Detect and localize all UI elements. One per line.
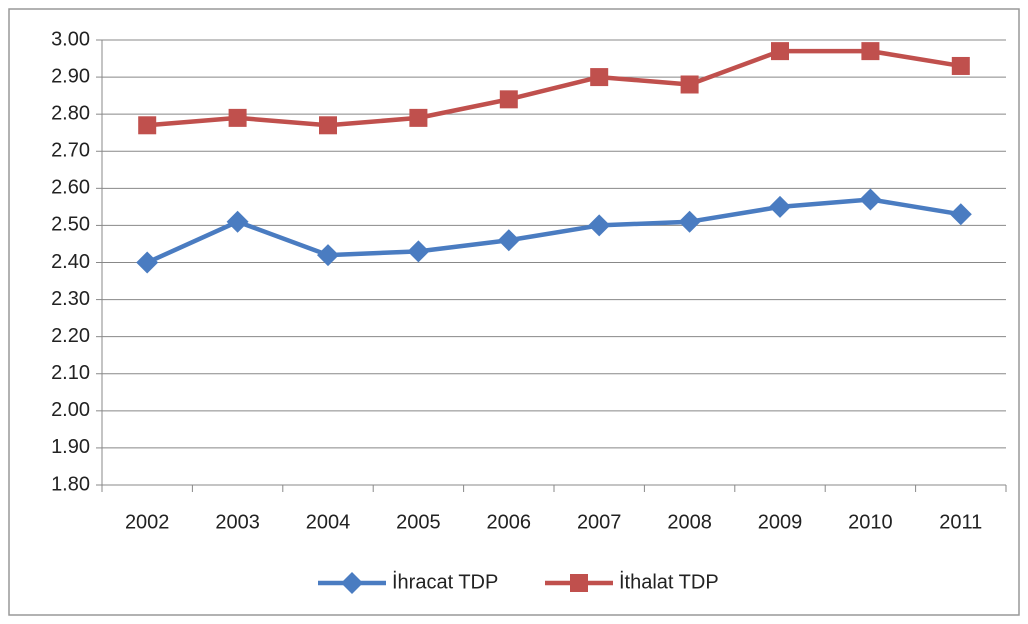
legend-label: İhracat TDP	[392, 570, 498, 593]
marker	[859, 188, 882, 211]
y-tick-label: 2.30	[51, 288, 90, 310]
series-line	[146, 197, 962, 265]
x-tick-label: 2003	[215, 511, 260, 533]
marker	[136, 251, 159, 274]
marker	[769, 195, 791, 218]
marker	[771, 42, 789, 61]
marker	[861, 42, 880, 61]
x-tick-label: 2006	[487, 511, 532, 533]
y-tick-label: 2.90	[51, 65, 90, 87]
y-tick-label: 2.50	[51, 214, 90, 236]
marker	[680, 75, 699, 94]
marker	[341, 572, 363, 594]
y-tick-label: 2.60	[51, 177, 90, 199]
marker	[226, 210, 249, 233]
x-tick-label: 2007	[577, 511, 622, 533]
marker	[409, 108, 428, 127]
x-tick-label: 2004	[306, 511, 351, 533]
x-tick-label: 2010	[848, 511, 893, 533]
y-tick-label: 1.80	[51, 473, 90, 495]
y-tick-label: 2.00	[51, 399, 90, 421]
x-tick-label: 2005	[396, 511, 441, 533]
y-tick-label: 2.40	[51, 251, 90, 273]
x-tick-label: 2009	[758, 511, 803, 533]
marker	[228, 108, 247, 127]
y-tick-label: 2.70	[51, 140, 90, 162]
marker	[499, 90, 518, 109]
marker	[678, 210, 701, 233]
marker	[319, 116, 337, 135]
marker	[138, 116, 157, 135]
legend-label: İthalat TDP	[619, 570, 719, 593]
y-tick-label: 2.20	[51, 325, 90, 347]
marker	[317, 244, 339, 267]
marker	[497, 229, 520, 252]
y-tick-label: 1.90	[51, 436, 90, 458]
marker	[570, 574, 588, 592]
series-line	[147, 48, 962, 128]
y-tick-label: 3.00	[51, 28, 90, 50]
marker	[951, 56, 970, 75]
marker	[949, 203, 972, 226]
x-tick-label: 2002	[125, 511, 170, 533]
marker	[588, 214, 611, 237]
chart-frame	[8, 8, 1020, 616]
marker	[407, 240, 430, 263]
marker	[590, 68, 609, 87]
y-tick-label: 2.80	[51, 102, 90, 124]
x-tick-label: 2008	[667, 511, 712, 533]
x-tick-label: 2011	[939, 511, 982, 533]
y-tick-label: 2.10	[51, 362, 90, 384]
